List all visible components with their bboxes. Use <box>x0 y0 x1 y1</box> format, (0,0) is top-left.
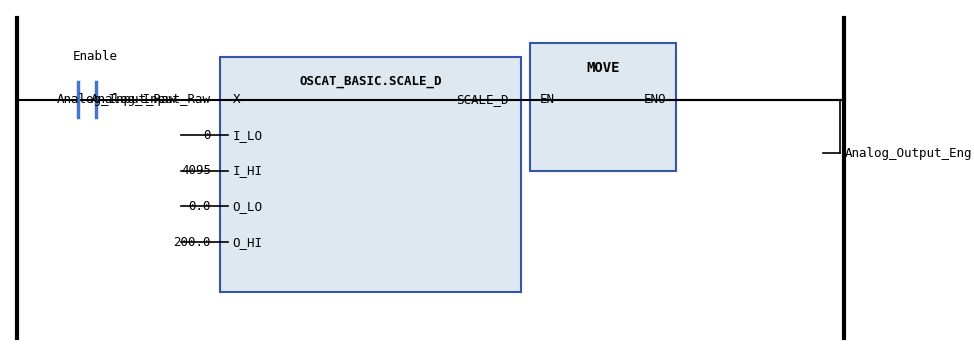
Text: OSCAT_BASIC.SCALE_D: OSCAT_BASIC.SCALE_D <box>299 75 442 88</box>
Text: X: X <box>233 93 241 106</box>
Text: O_HI: O_HI <box>233 236 263 248</box>
Text: 0.0: 0.0 <box>189 200 211 213</box>
Text: Analog_Input_Raw: Analog_Input_Raw <box>56 93 176 106</box>
Text: EN: EN <box>541 93 555 106</box>
Text: MOVE: MOVE <box>586 61 619 75</box>
FancyBboxPatch shape <box>220 57 521 292</box>
Text: I_LO: I_LO <box>233 129 263 142</box>
FancyBboxPatch shape <box>530 43 676 171</box>
Text: 200.0: 200.0 <box>173 236 211 248</box>
Text: I_HI: I_HI <box>233 164 263 177</box>
Text: ENO: ENO <box>644 93 666 106</box>
Text: Analog_Output_Eng: Analog_Output_Eng <box>844 147 972 159</box>
Text: 0: 0 <box>204 129 211 142</box>
Text: O_LO: O_LO <box>233 200 263 213</box>
Text: Enable: Enable <box>73 51 118 63</box>
Text: Analog_Input_Raw: Analog_Input_Raw <box>92 93 211 106</box>
Text: 4095: 4095 <box>181 164 211 177</box>
Text: SCALE_D: SCALE_D <box>456 93 508 106</box>
